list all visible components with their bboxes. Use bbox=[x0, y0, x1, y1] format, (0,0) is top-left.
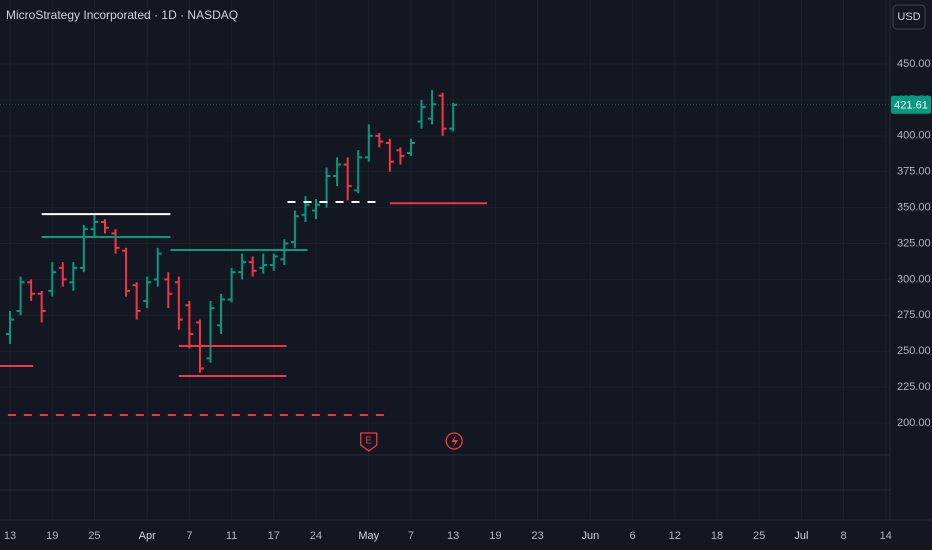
x-tick-label: 11 bbox=[226, 530, 237, 542]
ohlc-bar bbox=[354, 150, 363, 194]
ohlc-bar bbox=[69, 262, 78, 291]
ohlc-bar bbox=[16, 276, 25, 316]
y-tick-label: 200.00 bbox=[897, 417, 931, 429]
ohlc-bar bbox=[364, 124, 373, 162]
x-tick-label: 8 bbox=[841, 530, 847, 542]
x-tick-label: Jul bbox=[794, 530, 808, 542]
chart-title: MicroStrategy Incorporated · 1D · NASDAQ bbox=[6, 8, 238, 22]
ohlc-bar bbox=[375, 132, 384, 148]
y-tick-label: 450.00 bbox=[897, 58, 931, 70]
dividend-icon bbox=[445, 432, 463, 450]
ohlc-bar bbox=[48, 262, 57, 297]
ohlc-bar bbox=[290, 210, 299, 248]
ohlc-bar bbox=[406, 138, 415, 156]
bolt-icon bbox=[451, 435, 459, 447]
y-tick-label: 275.00 bbox=[897, 309, 931, 321]
ohlc-bar bbox=[428, 89, 437, 125]
x-tick-label: 7 bbox=[186, 530, 192, 542]
x-tick-label: May bbox=[358, 530, 379, 542]
ohlc-bar bbox=[238, 253, 247, 280]
ohlc-bar bbox=[417, 99, 426, 129]
event-marker: E bbox=[360, 432, 378, 452]
ohlc-bar bbox=[111, 229, 120, 254]
x-tick-label: 17 bbox=[268, 530, 280, 542]
ohlc-bar bbox=[153, 247, 162, 287]
x-tick-label: 25 bbox=[88, 530, 100, 542]
x-tick-label: 13 bbox=[447, 530, 459, 542]
ohlc-bar bbox=[396, 147, 405, 165]
last-price-badge bbox=[891, 95, 931, 114]
ohlc-bar bbox=[301, 196, 310, 222]
ohlc-bar bbox=[312, 198, 321, 220]
ohlc-bar bbox=[100, 219, 109, 234]
x-tick-label: Jun bbox=[581, 530, 599, 542]
ohlc-bar bbox=[259, 253, 268, 274]
ohlc-bar bbox=[385, 138, 394, 172]
y-tick-label: 250.00 bbox=[897, 345, 931, 357]
ohlc-bar bbox=[132, 282, 141, 320]
x-tick-label: 19 bbox=[46, 530, 58, 542]
ohlc-bar bbox=[227, 267, 236, 303]
ohlc-bar bbox=[280, 239, 289, 266]
ohlc-bar bbox=[164, 272, 173, 309]
x-tick-label: 13 bbox=[4, 530, 16, 542]
y-tick-label: 375.00 bbox=[897, 166, 931, 178]
currency-label[interactable]: USD bbox=[897, 11, 920, 23]
x-tick-label: Apr bbox=[139, 530, 156, 542]
ohlc-bar bbox=[79, 224, 88, 273]
earnings-label: E bbox=[365, 436, 372, 447]
y-tick-label: 325.00 bbox=[897, 237, 931, 249]
ohlc-bar bbox=[174, 276, 183, 330]
y-tick-label: 225.00 bbox=[897, 381, 931, 393]
ohlc-bar bbox=[58, 262, 67, 287]
ohlc-bar bbox=[333, 157, 342, 187]
currency-button[interactable] bbox=[892, 4, 926, 30]
ohlc-bar bbox=[122, 247, 131, 297]
ohlc-bar bbox=[90, 214, 99, 237]
ohlc-bar bbox=[217, 293, 226, 334]
y-tick-label: 300.00 bbox=[897, 273, 931, 285]
ohlc-bar bbox=[206, 300, 215, 363]
x-tick-label: 14 bbox=[880, 530, 892, 542]
ohlc-bar bbox=[143, 276, 152, 309]
x-tick-label: 18 bbox=[711, 530, 723, 542]
last-price-label: 421.61 bbox=[894, 100, 928, 112]
ohlc-bar bbox=[248, 256, 257, 277]
x-tick-label: 6 bbox=[629, 530, 635, 542]
x-tick-label: 12 bbox=[669, 530, 681, 542]
ohlc-bar bbox=[6, 310, 15, 345]
event-marker bbox=[445, 432, 463, 450]
x-tick-label: 25 bbox=[753, 530, 765, 542]
earnings-icon bbox=[360, 432, 378, 452]
x-tick-label: 24 bbox=[310, 530, 322, 542]
ohlc-bar bbox=[37, 290, 46, 323]
x-tick-label: 19 bbox=[489, 530, 501, 542]
y-tick-label: 400.00 bbox=[897, 130, 931, 142]
ohlc-bar bbox=[27, 279, 36, 301]
ohlc-bar bbox=[185, 300, 194, 349]
x-tick-label: 23 bbox=[531, 530, 543, 542]
ohlc-bar bbox=[438, 92, 447, 136]
x-tick-label: 7 bbox=[408, 530, 414, 542]
ohlc-bar bbox=[343, 157, 352, 201]
y-tick-label: 350.00 bbox=[897, 202, 931, 214]
ohlc-bar bbox=[269, 253, 278, 271]
